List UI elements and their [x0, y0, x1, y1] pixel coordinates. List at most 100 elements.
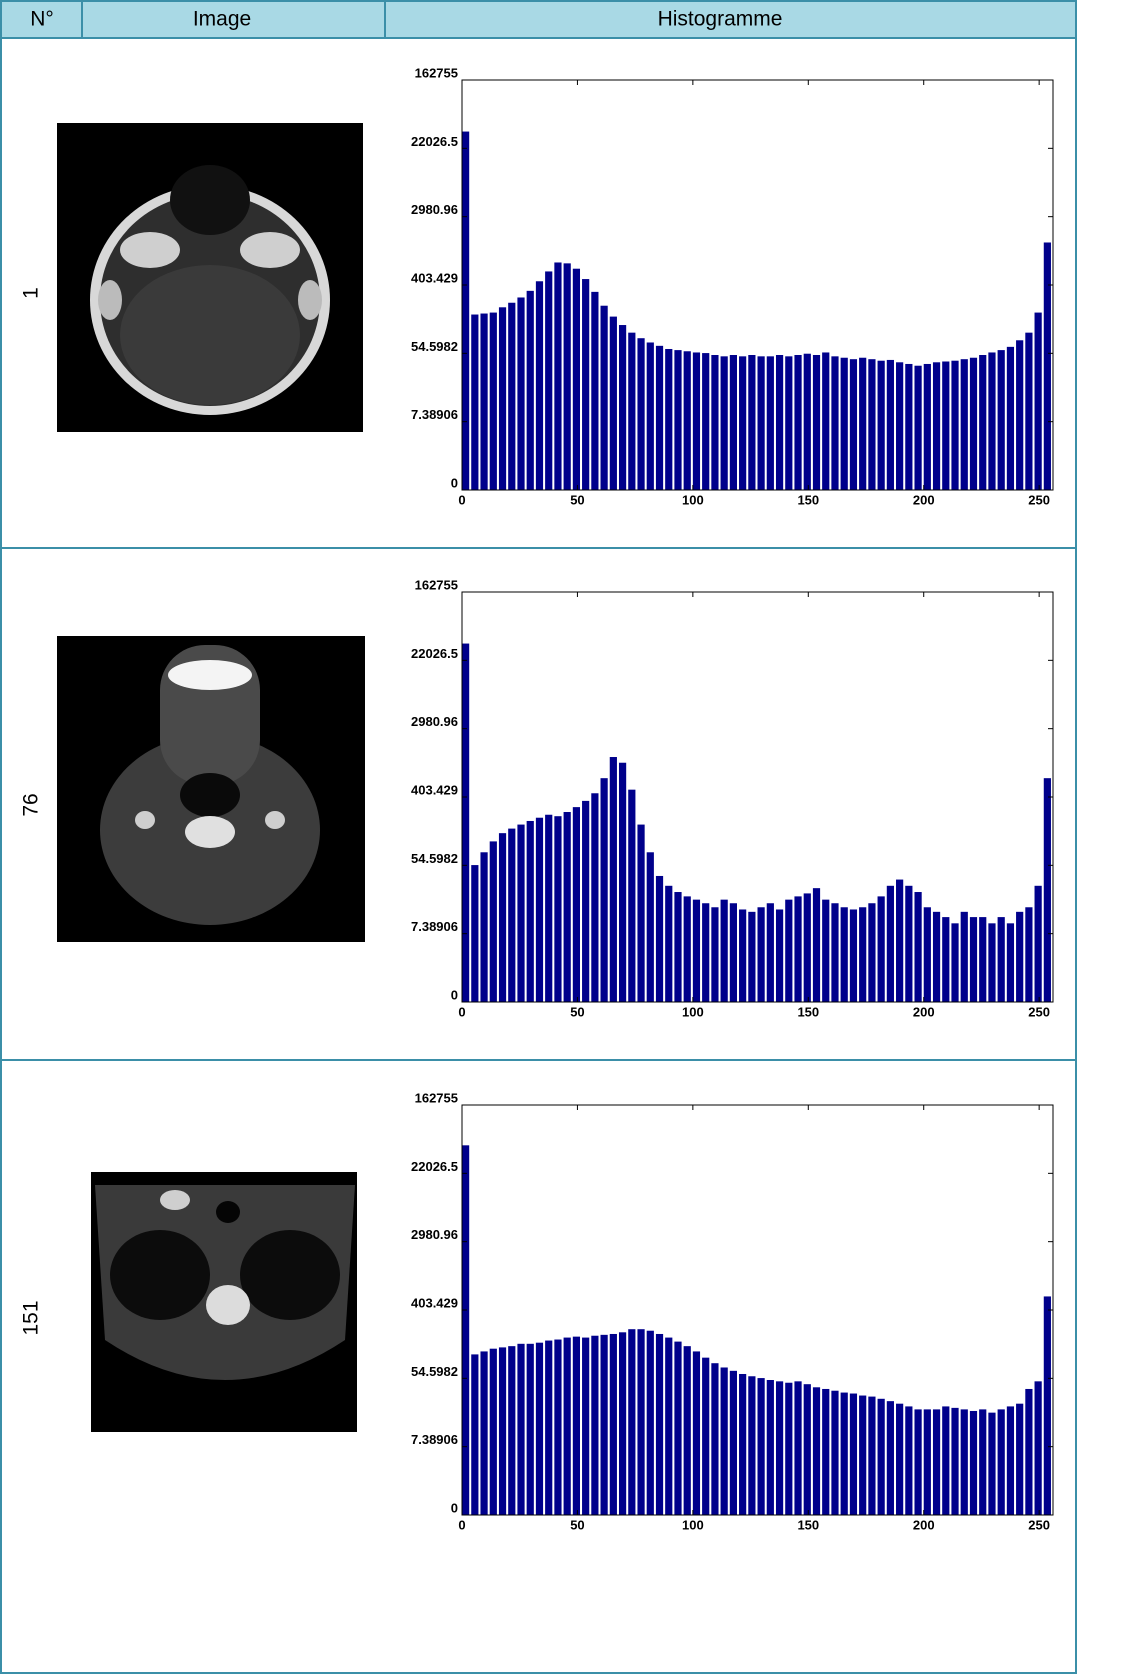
bar — [914, 1409, 921, 1515]
bar — [573, 807, 580, 1002]
bar — [721, 900, 728, 1002]
bar — [471, 865, 478, 1002]
bar — [647, 1331, 654, 1515]
bar — [1025, 333, 1032, 490]
bar — [850, 909, 857, 1002]
bar — [545, 815, 552, 1002]
bar — [656, 346, 663, 490]
bar — [951, 1408, 958, 1515]
bar — [998, 350, 1005, 490]
bar — [499, 307, 506, 490]
bar — [480, 1351, 487, 1515]
bar — [924, 1409, 931, 1515]
bar — [776, 909, 783, 1002]
x-tick-label: 100 — [682, 1004, 704, 1019]
bar — [508, 303, 515, 490]
bar — [527, 821, 534, 1002]
bar — [601, 306, 608, 490]
y-tick-label: 54.5982 — [411, 1364, 458, 1379]
bar — [804, 1384, 811, 1515]
bar — [730, 1371, 737, 1515]
bar — [988, 923, 995, 1002]
bar — [1007, 347, 1014, 490]
bar — [665, 1338, 672, 1515]
bar — [545, 1341, 552, 1515]
bar — [702, 1358, 709, 1515]
bar — [674, 892, 681, 1002]
bar — [637, 1329, 644, 1515]
bar — [573, 1337, 580, 1515]
bar — [794, 1381, 801, 1515]
bar — [490, 1349, 497, 1515]
bar — [564, 263, 571, 490]
bar — [813, 1387, 820, 1515]
bar — [637, 825, 644, 1002]
bar — [767, 903, 774, 1002]
bar — [1016, 1404, 1023, 1515]
bar — [1007, 1406, 1014, 1515]
bar — [887, 1401, 894, 1515]
bar — [674, 1342, 681, 1515]
bar — [462, 1145, 469, 1515]
bar — [896, 362, 903, 490]
x-tick-label: 100 — [682, 492, 704, 507]
y-tick-label: 2980.96 — [411, 202, 458, 217]
x-tick-label: 250 — [1028, 1004, 1050, 1019]
bar — [1007, 923, 1014, 1002]
bar — [933, 362, 940, 490]
bar — [767, 1380, 774, 1515]
bar — [822, 900, 829, 1002]
x-tick-label: 200 — [913, 1517, 935, 1532]
row-number: 1 — [20, 287, 43, 299]
bar — [536, 281, 543, 490]
x-tick-label: 250 — [1028, 492, 1050, 507]
bar — [527, 1344, 534, 1515]
bar — [628, 790, 635, 1002]
bar — [951, 923, 958, 1002]
bar — [776, 1381, 783, 1515]
bar — [619, 763, 626, 1002]
bar — [656, 876, 663, 1002]
bar — [693, 900, 700, 1002]
x-tick-label: 150 — [797, 1517, 819, 1532]
bar — [831, 903, 838, 1002]
y-tick-label: 403.429 — [411, 270, 458, 285]
bar — [776, 355, 783, 490]
bar — [684, 1346, 691, 1515]
x-tick-label: 0 — [458, 492, 465, 507]
bar — [905, 1406, 912, 1515]
bar — [693, 352, 700, 490]
y-tick-label: 7.38906 — [411, 1432, 458, 1447]
y-tick-label: 54.5982 — [411, 339, 458, 354]
bar — [619, 1332, 626, 1515]
bar — [905, 886, 912, 1002]
bar — [887, 886, 894, 1002]
bar — [924, 907, 931, 1002]
bar — [508, 829, 515, 1002]
x-tick-label: 150 — [797, 1004, 819, 1019]
bar — [924, 364, 931, 490]
bar — [711, 907, 718, 1002]
bar — [804, 354, 811, 490]
bar — [573, 269, 580, 490]
y-tick-label: 7.38906 — [411, 919, 458, 934]
y-tick-label: 22026.5 — [411, 134, 458, 149]
table: N° Image Histogramme 1 76 151 07.3890654… — [0, 0, 1145, 1675]
bar — [582, 801, 589, 1002]
bar — [591, 793, 598, 1002]
y-tick-label: 22026.5 — [411, 1159, 458, 1174]
bar — [508, 1346, 515, 1515]
bar — [942, 917, 949, 1002]
x-tick-label: 0 — [458, 1517, 465, 1532]
bar — [1025, 1389, 1032, 1515]
bar — [850, 1394, 857, 1515]
y-tick-label: 54.5982 — [411, 851, 458, 866]
bar — [878, 1399, 885, 1515]
x-tick-label: 50 — [570, 1004, 584, 1019]
bar — [979, 355, 986, 490]
bar — [1025, 907, 1032, 1002]
bar — [841, 1393, 848, 1515]
bar — [739, 909, 746, 1002]
header-cell: Histogramme — [658, 8, 783, 31]
y-tick-label: 403.429 — [411, 782, 458, 797]
